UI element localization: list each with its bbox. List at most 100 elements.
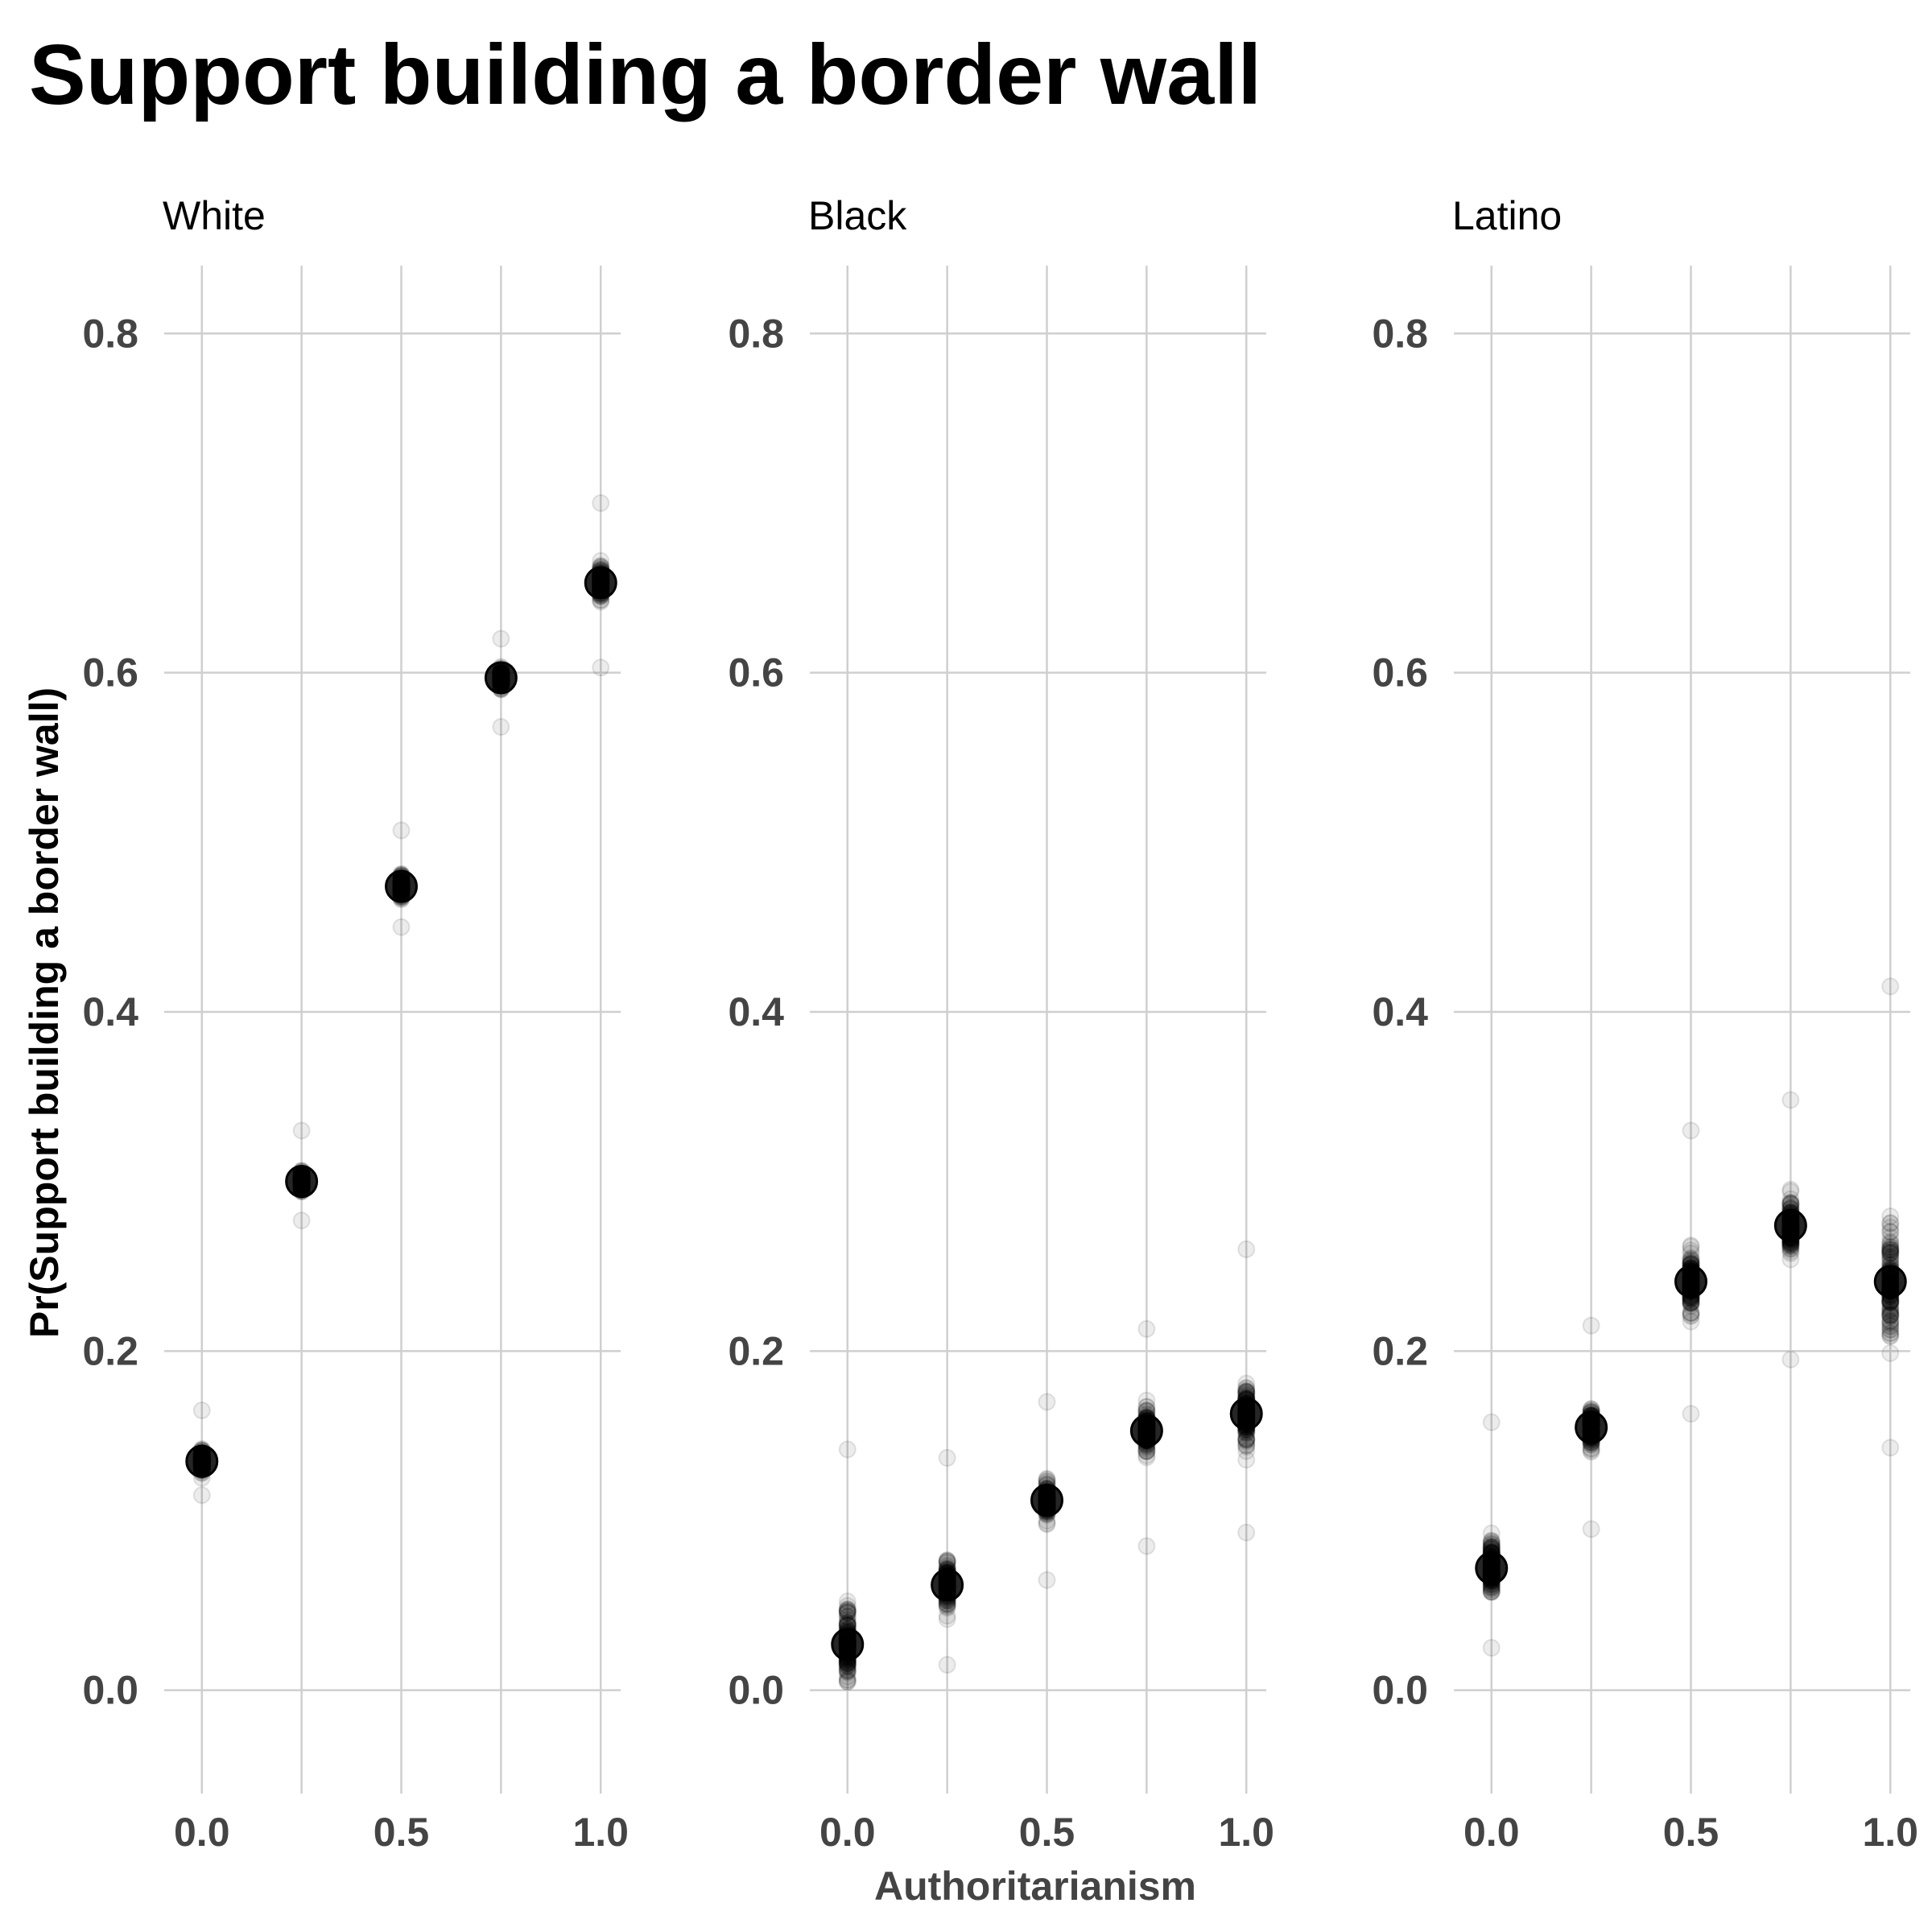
draw-point (1881, 977, 1900, 996)
draw-point (1881, 1218, 1900, 1236)
draw-point (838, 1603, 857, 1621)
draw-point (838, 1596, 857, 1615)
mean-point (1674, 1265, 1707, 1298)
draw-point (1881, 1327, 1900, 1345)
draw-point (392, 821, 411, 840)
mean-point (1873, 1265, 1907, 1298)
draw-point (292, 1121, 311, 1140)
draw-point (1237, 1433, 1256, 1451)
draw-point (1482, 1532, 1501, 1550)
y-tick-label: 0.6 (82, 650, 138, 696)
draw-point (1881, 1241, 1900, 1260)
draw-point (1137, 1446, 1156, 1464)
draw-point (838, 1601, 857, 1620)
x-tick-label: 1.0 (572, 1810, 629, 1855)
draw-point (838, 1603, 857, 1621)
mean-point (385, 869, 418, 903)
x-tick-label: 0.0 (819, 1810, 876, 1855)
draw-point (1582, 1520, 1600, 1538)
x-tick-label: 0.5 (374, 1810, 430, 1855)
panels: White 0.0 0.2 0.4 0.6 0.8 0.0 0.5 1.0 Black 0.0 0.2… (82, 193, 1918, 1855)
draw-point (838, 1600, 857, 1618)
y-tick-label: 0.4 (82, 989, 138, 1034)
draw-point (838, 1608, 857, 1626)
draw-point (1881, 1241, 1900, 1259)
draw-point (1881, 1223, 1900, 1241)
draw-point (1881, 1305, 1900, 1323)
draw-point (1237, 1379, 1256, 1397)
draw-point (1482, 1533, 1501, 1551)
draw-point (838, 1608, 857, 1626)
draw-point (1881, 1307, 1900, 1326)
draw-point (1881, 1320, 1900, 1339)
x-tick-label: 0.5 (1019, 1810, 1075, 1855)
draw-point (1582, 1316, 1600, 1335)
draw-point (1881, 1306, 1900, 1324)
draw-point (1482, 1534, 1501, 1552)
y-tick-label: 0.6 (728, 650, 784, 696)
draw-point (1682, 1244, 1700, 1262)
draw-point (1137, 1391, 1156, 1410)
draw-point (1881, 1244, 1900, 1262)
draw-point (1881, 1324, 1900, 1343)
draw-point (592, 493, 610, 512)
y-tick-label: 0.0 (1372, 1668, 1428, 1713)
draw-point (1237, 1431, 1256, 1450)
draw-point (1237, 1430, 1256, 1449)
draw-point (1881, 1327, 1900, 1346)
draw-point (1682, 1405, 1700, 1423)
draw-point (1137, 1319, 1156, 1338)
mean-point (185, 1444, 219, 1478)
x-tick-label: 0.5 (1663, 1810, 1719, 1855)
mean-point (1475, 1551, 1509, 1585)
draw-point (1682, 1303, 1700, 1322)
draw-point (1237, 1430, 1256, 1448)
draw-point (1682, 1237, 1700, 1256)
mean-point (285, 1165, 319, 1199)
draw-point (1881, 1247, 1900, 1265)
mean-point (1229, 1397, 1263, 1430)
draw-point (1881, 1240, 1900, 1258)
draw-point (1881, 1232, 1900, 1251)
draw-point (838, 1604, 857, 1622)
x-tick-label: 0.0 (174, 1810, 230, 1855)
draw-point (1682, 1236, 1700, 1255)
y-tick-label: 0.8 (1372, 311, 1428, 356)
draw-point (1781, 1244, 1800, 1262)
draw-point (838, 1611, 857, 1629)
draw-point (1781, 1194, 1800, 1212)
x-tick-label: 1.0 (1218, 1810, 1274, 1855)
draw-point (1881, 1320, 1900, 1339)
draw-point (1881, 1240, 1900, 1258)
draw-point (1237, 1523, 1256, 1542)
y-tick-label: 0.8 (82, 311, 138, 356)
draw-point (1038, 1393, 1056, 1411)
draw-point (1237, 1442, 1256, 1460)
y-tick-label: 0.4 (1372, 989, 1428, 1034)
y-tick-label: 0.0 (728, 1668, 784, 1713)
draw-point (1781, 1242, 1800, 1261)
draw-point (1682, 1304, 1700, 1323)
draw-point (1237, 1379, 1256, 1397)
x-tick-label: 0.0 (1463, 1810, 1520, 1855)
draw-point (1881, 1302, 1900, 1320)
draw-point (1881, 1243, 1900, 1261)
draw-point (192, 1486, 211, 1505)
draw-point (1881, 1306, 1900, 1324)
mean-point (1575, 1410, 1608, 1444)
draw-point (1881, 1344, 1900, 1362)
draw-point (1482, 1413, 1501, 1431)
draw-point (1682, 1312, 1700, 1331)
draw-point (1881, 1300, 1900, 1319)
x-axis-title: Authoritarianism (874, 1864, 1196, 1909)
draw-point (1881, 1300, 1900, 1319)
draw-point (1881, 1235, 1900, 1253)
facet-label: Black (808, 193, 907, 238)
draw-point (838, 1662, 857, 1680)
draw-point (1881, 1214, 1900, 1232)
panel-white: White 0.0 0.2 0.4 0.6 0.8 0.0 0.5 1.0 (82, 193, 629, 1855)
draw-point (838, 1671, 857, 1690)
draw-point (938, 1656, 956, 1674)
draw-point (1237, 1374, 1256, 1393)
draw-point (1781, 1183, 1800, 1201)
